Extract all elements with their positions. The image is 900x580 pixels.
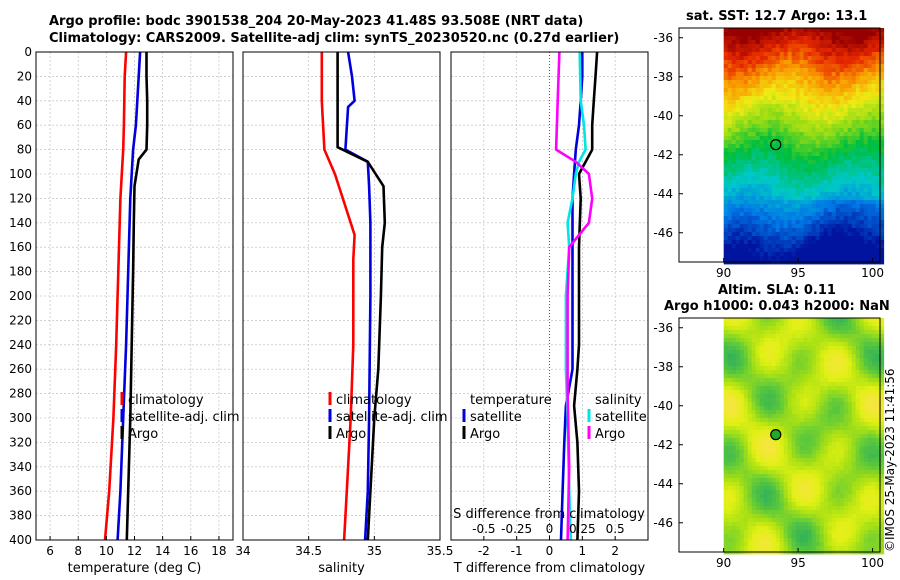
x2-tick-label: -0.5 — [472, 522, 495, 536]
x-tick-label: 2 — [611, 544, 619, 558]
y-tick-label: 380 — [9, 509, 32, 523]
sla-map-frame — [678, 317, 881, 553]
y-tick-label: 240 — [9, 338, 32, 352]
sla-map-title-line2: Argo h1000: 0.043 h2000: NaN — [664, 299, 890, 314]
series-difference-3 — [554, 51, 594, 541]
series-difference-1 — [572, 51, 599, 541]
x2-tick-label: 0 — [546, 522, 554, 536]
map-x-tick-label: 95 — [790, 266, 805, 280]
legend-label: satellite-adj. clim — [128, 410, 240, 425]
map-y-tick-label: -42 — [653, 148, 673, 162]
map-y-tick-label: -42 — [653, 438, 673, 452]
legend-label: climatology — [336, 393, 412, 408]
series-salinity-1 — [344, 51, 372, 541]
y-tick-label: 260 — [9, 362, 32, 376]
argo-float-marker — [770, 139, 782, 151]
sst-heatmap-cells — [723, 28, 885, 265]
y-tick-label: 160 — [9, 240, 32, 254]
x-tick-label: -1 — [511, 544, 523, 558]
legend-title-temperature: temperature — [470, 393, 552, 408]
map-y-tick-label: -36 — [653, 321, 673, 335]
y-tick-label: 120 — [9, 191, 32, 205]
x-tick-label: 12 — [127, 544, 142, 558]
x2-tick-label: -0.25 — [501, 522, 532, 536]
x-axis-label: T difference from climatology — [453, 561, 646, 576]
x-tick-label: 14 — [155, 544, 170, 558]
x-tick-label: 34 — [235, 544, 250, 558]
y-tick-label: 40 — [17, 94, 32, 108]
legend-label: climatology — [128, 393, 204, 408]
y-tick-label: 400 — [9, 533, 32, 547]
series-temperature-1 — [116, 51, 142, 541]
sst-map-frame — [678, 27, 881, 263]
x-tick-label: 35.5 — [427, 544, 454, 558]
x-tick-label: 1 — [579, 544, 587, 558]
x-tick-label: 8 — [74, 544, 82, 558]
x2-axis-label: S difference from climatology — [453, 507, 645, 522]
map-y-tick-label: -46 — [653, 226, 673, 240]
series-temperature-0 — [103, 51, 128, 541]
x-tick-label: 35 — [367, 544, 382, 558]
x-tick-label: 16 — [183, 544, 198, 558]
series-temperature-2 — [125, 52, 149, 541]
x-tick-label: 34.5 — [295, 544, 322, 558]
x-tick-label: 6 — [46, 544, 54, 558]
y-tick-label: 220 — [9, 313, 32, 327]
y-tick-label: 180 — [9, 265, 32, 279]
y-tick-label: 100 — [9, 167, 32, 181]
y-tick-label: 200 — [9, 289, 32, 303]
panel-salinity-frame — [242, 51, 441, 541]
map-y-tick-label: -44 — [653, 477, 673, 491]
map-x-tick-label: 100 — [861, 266, 884, 280]
x-tick-label: 0 — [546, 544, 554, 558]
y-tick-label: 80 — [17, 143, 32, 157]
y-tick-label: 320 — [9, 435, 32, 449]
legend-label: satellite-adj. clim — [336, 410, 448, 425]
y-tick-label: 300 — [9, 411, 32, 425]
figure-title-line1: Argo profile: bodc 3901538_204 20-May-20… — [49, 14, 584, 29]
x2-tick-label: 0.25 — [569, 522, 596, 536]
x-tick-label: -2 — [478, 544, 490, 558]
map-x-tick-label: 90 — [716, 266, 731, 280]
y-tick-label: 280 — [9, 387, 32, 401]
x-tick-label: 18 — [211, 544, 226, 558]
y-tick-label: 360 — [9, 484, 32, 498]
map-x-tick-label: 90 — [716, 556, 731, 570]
legend-label: Argo — [595, 427, 625, 442]
x-tick-label: 10 — [99, 544, 114, 558]
map-y-tick-label: -44 — [653, 187, 673, 201]
map-y-tick-label: -46 — [653, 516, 673, 530]
y-tick-label: 0 — [24, 45, 32, 59]
legend-title-salinity: salinity — [595, 393, 642, 408]
argo-float-marker — [770, 429, 782, 441]
map-y-tick-label: -38 — [653, 360, 673, 374]
legend-label: satellite — [470, 410, 522, 425]
y-tick-label: 60 — [17, 118, 32, 132]
map-y-tick-label: -38 — [653, 70, 673, 84]
figure-title-line2: Climatology: CARS2009. Satellite-adj cli… — [49, 31, 620, 46]
legend-label: Argo — [336, 427, 366, 442]
y-tick-label: 140 — [9, 216, 32, 230]
map-x-tick-label: 95 — [790, 556, 805, 570]
x2-tick-label: 0.5 — [606, 522, 625, 536]
x-axis-label: temperature (deg C) — [68, 561, 202, 576]
map-y-tick-label: -40 — [653, 399, 673, 413]
legend-label: Argo — [470, 427, 500, 442]
series-salinity-0 — [320, 52, 356, 541]
y-tick-label: 20 — [17, 69, 32, 83]
legend-label: satellite — [595, 410, 647, 425]
map-y-tick-label: -40 — [653, 109, 673, 123]
series-salinity-2 — [336, 52, 387, 541]
x-axis-label: salinity — [318, 561, 365, 576]
sla-map-title-line1: Altim. SLA: 0.11 — [718, 283, 836, 298]
legend-label: Argo — [128, 427, 158, 442]
map-y-tick-label: -36 — [653, 31, 673, 45]
sst-map-title: sat. SST: 12.7 Argo: 13.1 — [686, 9, 868, 24]
y-tick-label: 340 — [9, 460, 32, 474]
sla-heatmap-cells — [723, 318, 885, 555]
map-x-tick-label: 100 — [861, 556, 884, 570]
